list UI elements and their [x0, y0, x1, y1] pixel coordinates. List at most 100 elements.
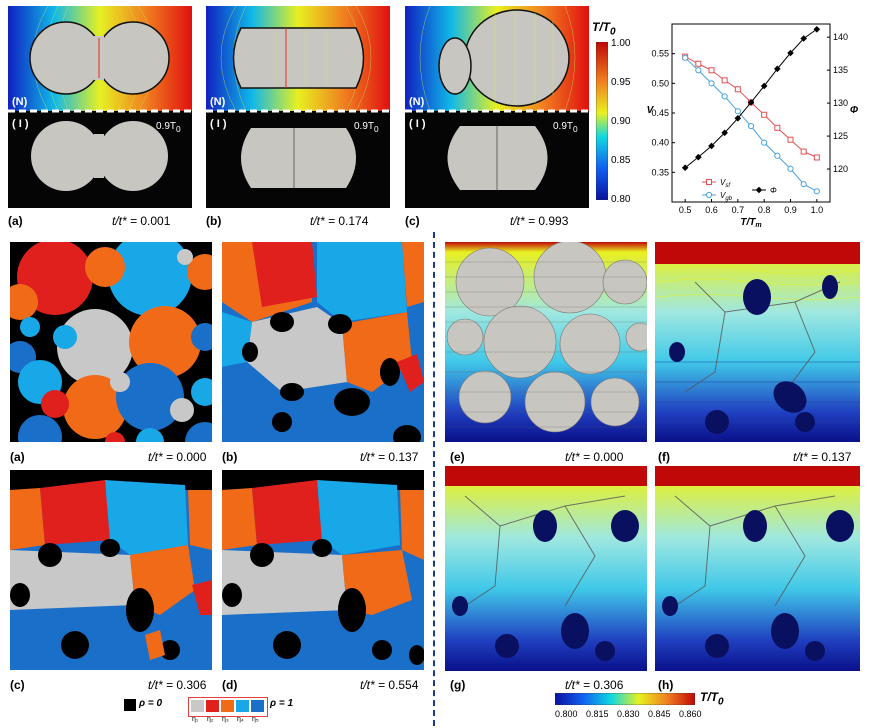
x-axis-label: T/Tm [740, 217, 761, 229]
data-point [708, 67, 715, 74]
panel-label: (h) [658, 678, 674, 692]
eta3-swatch [221, 700, 234, 712]
data-point [747, 122, 755, 130]
time-label: t/t* = 0.137 [360, 450, 419, 464]
legend-label: Φ [770, 186, 777, 195]
data-point [800, 35, 807, 42]
temperature-tag: 0.9T0 [354, 121, 379, 134]
data-point [695, 60, 702, 67]
colorbar-tick: 0.85 [611, 155, 631, 166]
bottom-colorbar: T/T0 0.800 0.815 0.830 0.845 0.860 [555, 690, 865, 727]
phase-map-a [10, 242, 212, 442]
top-panel-b-graphic [206, 5, 390, 208]
y-left-tick-label: 0.55 [651, 49, 669, 59]
colorbar-gradient [555, 693, 695, 705]
n-tag: (N) [409, 96, 425, 108]
data-point [787, 165, 794, 172]
temperature-tag: 0.9T0 [156, 121, 181, 134]
rho0-swatch [124, 699, 136, 711]
top-panel-c-graphic [405, 5, 589, 208]
legend-label: Vsf [720, 178, 731, 189]
panel-label: (c) [10, 678, 25, 692]
series-line [684, 28, 818, 169]
colorbar-tick: 0.95 [611, 77, 631, 88]
y-left-tick-label: 0.40 [651, 138, 669, 148]
data-point [695, 153, 702, 161]
colorbar-gradient [596, 42, 608, 200]
data-point [813, 154, 820, 161]
data-point [787, 136, 794, 143]
n-tag: (N) [210, 96, 226, 108]
eta-label: η₄ [237, 716, 244, 723]
panel-label: (b) [222, 450, 238, 464]
eta-label: η₃ [222, 716, 229, 723]
data-point [813, 188, 820, 195]
panel-label: (d) [222, 678, 238, 692]
y-left-tick-label: 0.45 [651, 108, 669, 118]
rho1-label: ρ = 1 [270, 698, 294, 709]
time-label: t/t* = 0.554 [360, 678, 419, 692]
colorbar-tick: 0.845 [648, 709, 671, 719]
legend-marker [705, 191, 713, 199]
data-point [734, 108, 741, 115]
data-point [681, 164, 689, 172]
y-right-axis-label: Φ [850, 105, 859, 116]
colorbar-tick: 0.830 [617, 709, 640, 719]
eta-label: η₁ [192, 716, 199, 723]
top-panel-a: (N) ( I ) 0.9T0 [8, 5, 192, 208]
top-panel-c: (N) ( I ) 0.9T0 [405, 5, 589, 208]
colorbar-tick: 0.90 [611, 116, 631, 127]
time-label: t/t* = 0.993 [510, 214, 569, 228]
data-point [734, 114, 742, 122]
n-tag: (N) [12, 96, 28, 108]
temperature-field-h [655, 466, 860, 671]
eta1-swatch [191, 700, 204, 712]
phase-map-c [10, 470, 212, 670]
x-tick-label: 0.5 [679, 205, 692, 215]
y-left-axis-label: V [647, 105, 655, 116]
y-right-tick-label: 125 [833, 131, 848, 141]
panel-label: (b) [206, 214, 222, 228]
panel-label: (a) [10, 450, 25, 464]
temperature-field-e [445, 242, 647, 442]
x-axis-label-sub: m [755, 222, 761, 229]
colorbar-tick: 1.00 [611, 38, 631, 49]
legend-label-sub: gb [725, 196, 732, 202]
eta-swatch-group [188, 697, 268, 717]
phase-legend: ρ = 0 η₁ η₂ η₃ η₄ η₅ ρ = 1 [124, 697, 324, 725]
x-tick-label: 0.6 [705, 205, 718, 215]
y-right-tick-label: 130 [833, 98, 848, 108]
eta2-swatch [206, 700, 219, 712]
top-colorbar: T/T0 1.00 0.95 0.90 0.85 0.80 [592, 20, 642, 210]
i-tag: ( I ) [210, 118, 227, 130]
panel-divider [433, 232, 435, 726]
panel-label: (c) [405, 214, 420, 228]
line-chart: 0.5 0.6 0.7 0.8 0.9 1.0 0.35 0.40 0.45 0.50 0.55 12… [647, 23, 859, 229]
data-point [774, 65, 781, 73]
time-label: t/t* = 0.000 [148, 450, 207, 464]
data-point [708, 80, 715, 87]
temperature-field-f [655, 242, 860, 442]
time-label: t/t* = 0.001 [112, 214, 171, 228]
y-left-tick-label: 0.50 [651, 78, 669, 88]
i-tag: ( I ) [409, 118, 426, 130]
data-point [721, 93, 728, 100]
top-panel-b: (N) ( I ) 0.9T0 [206, 5, 390, 208]
data-point [734, 86, 741, 93]
data-point [721, 77, 728, 84]
legend-label-sub: sf [725, 183, 731, 189]
data-point [761, 139, 768, 146]
eta5-swatch [251, 700, 264, 712]
time-label: t/t* = 0.000 [565, 450, 624, 464]
legend-marker [755, 186, 763, 194]
time-label: t/t* = 0.306 [565, 678, 624, 692]
data-point [682, 54, 689, 61]
colorbar-title: T/T0 [700, 690, 724, 708]
data-point [774, 124, 781, 131]
eta-label: η₂ [207, 716, 214, 723]
data-point [774, 152, 781, 159]
time-label: t/t* = 0.174 [310, 214, 369, 228]
colorbar-tick: 0.815 [586, 709, 609, 719]
time-label: t/t* = 0.137 [793, 450, 852, 464]
rho0-label: ρ = 0 [139, 698, 163, 709]
